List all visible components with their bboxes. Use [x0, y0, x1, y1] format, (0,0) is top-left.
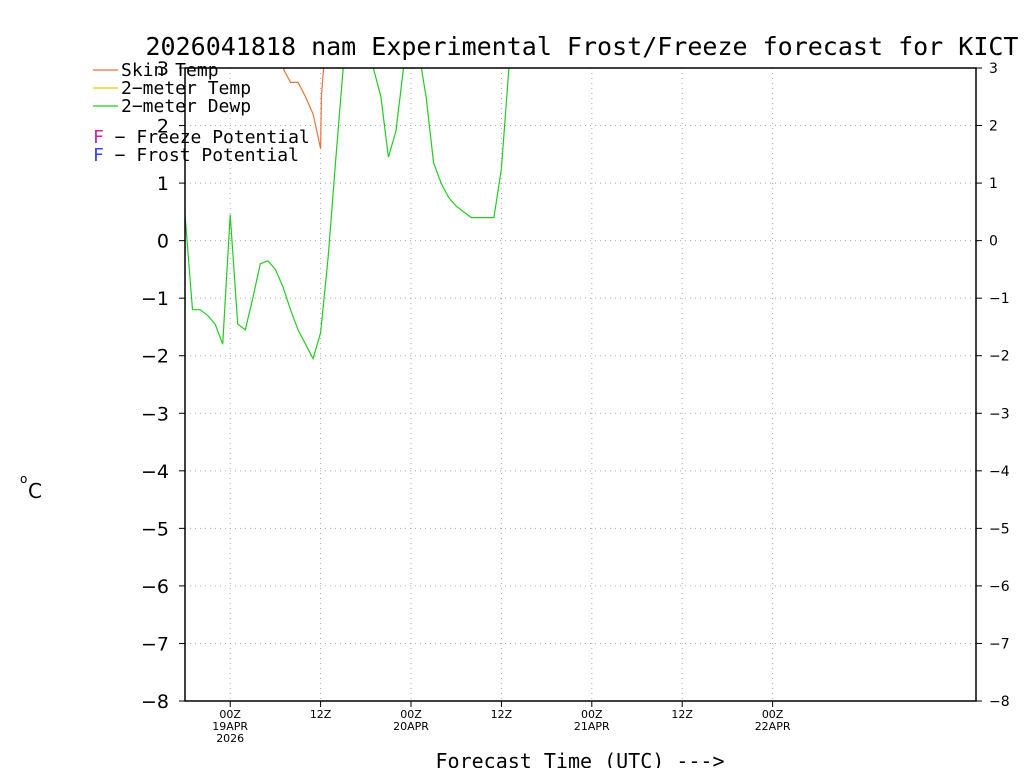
- x-tick-label: 21APR: [574, 720, 610, 733]
- x-tick-label: 00Z: [400, 708, 422, 721]
- grid-lines: [185, 68, 976, 701]
- y-tick-label: −2: [141, 346, 169, 368]
- series-group: [185, 68, 510, 361]
- legend-potential-entry: F − Freeze Potential: [93, 127, 310, 148]
- legend-symbol: F: [93, 127, 104, 148]
- y-tick-label-right: −4: [989, 464, 1010, 480]
- y-tick-label-right: −2: [989, 349, 1010, 365]
- y-tick-label: 0: [157, 231, 169, 253]
- legend-potential-label: − Frost Potential: [104, 145, 299, 166]
- x-tick-label: 19APR: [212, 720, 248, 733]
- y-tick-label-right: 2: [989, 119, 998, 135]
- y-tick-label-right: −6: [989, 579, 1010, 595]
- x-tick-label: 20APR: [393, 720, 429, 733]
- y-tick-label: 1: [157, 173, 169, 195]
- y-tick-label-right: 1: [989, 176, 998, 192]
- x-tick-label: 12Z: [310, 708, 332, 721]
- x-axis-label: Forecast Time (UTC) --->: [436, 749, 725, 768]
- series-line-2-meter-dewp: [185, 68, 510, 361]
- y-tick-label: 2: [157, 116, 169, 138]
- legend-label: 2−meter Temp: [121, 78, 251, 99]
- y-tick-label-right: 3: [989, 61, 998, 77]
- plot-frame: [184, 67, 977, 702]
- x-tick-label: 00Z: [581, 708, 603, 721]
- x-tick-label: 22APR: [755, 720, 791, 733]
- y-tick-label-right: −3: [989, 406, 1010, 422]
- y-tick-label-right: −7: [989, 636, 1010, 652]
- legend-potential-entry: F − Frost Potential: [93, 145, 299, 166]
- y-tick-label-right: −5: [989, 521, 1010, 537]
- y-tick-label: −3: [141, 403, 169, 425]
- legend-potential-label: − Freeze Potential: [104, 127, 310, 148]
- y-tick-label: −5: [141, 518, 169, 540]
- y-axis-right: 3 2 1 0 −1 −2 −3 −4 −5 −6 −7 −8: [976, 61, 1010, 710]
- y-tick-label: −8: [141, 691, 169, 713]
- x-tick-label: 12Z: [671, 708, 693, 721]
- chart-title: 2026041818 nam Experimental Frost/Freeze…: [146, 32, 1019, 61]
- x-tick-label: 12Z: [491, 708, 513, 721]
- y-unit-label: C: [28, 479, 42, 503]
- y-tick-label: −1: [141, 288, 169, 310]
- y-tick-label: −7: [141, 633, 169, 655]
- legend-label: 2−meter Dewp: [121, 96, 251, 117]
- y-tick-label-right: 0: [989, 234, 998, 250]
- y-axis-label: o C: [20, 472, 42, 503]
- legend-symbol: F: [93, 145, 104, 166]
- y-tick-label-right: −8: [989, 694, 1010, 710]
- x-tick-label: 00Z: [762, 708, 784, 721]
- series-line-skin-temp: [282, 68, 325, 149]
- y-axis-left: 3 2 1 0 −1 −2 −3 −4 −5 −6 −7 −8: [141, 58, 185, 713]
- legend-label: Skin Temp: [121, 60, 219, 81]
- y-tick-label: 3: [157, 58, 169, 80]
- y-tick-label: −6: [141, 576, 169, 598]
- y-tick-label: −4: [141, 461, 169, 483]
- degree-symbol: o: [20, 472, 27, 486]
- y-tick-label-right: −1: [989, 291, 1010, 307]
- x-tick-label: 2026: [216, 732, 244, 745]
- x-tick-label: 00Z: [219, 708, 241, 721]
